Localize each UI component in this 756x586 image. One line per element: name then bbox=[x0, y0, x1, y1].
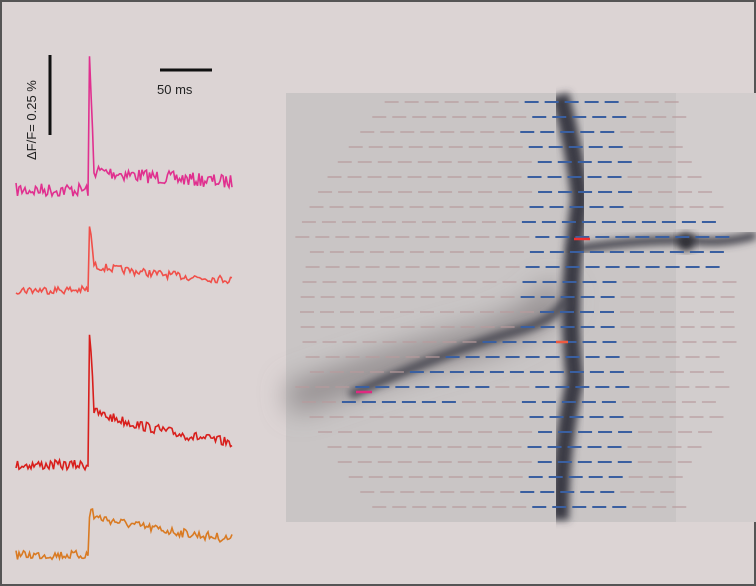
spine bbox=[677, 233, 695, 251]
figure-canvas: ΔF/F= 0.25 % 50 ms bbox=[0, 0, 756, 586]
horizontal-scale-label: 50 ms bbox=[157, 82, 193, 97]
image-side bbox=[676, 93, 756, 522]
figure: ΔF/F= 0.25 % 50 ms bbox=[0, 0, 756, 586]
microscopy-image bbox=[286, 93, 756, 522]
vertical-scale-label: ΔF/F= 0.25 % bbox=[24, 80, 39, 160]
